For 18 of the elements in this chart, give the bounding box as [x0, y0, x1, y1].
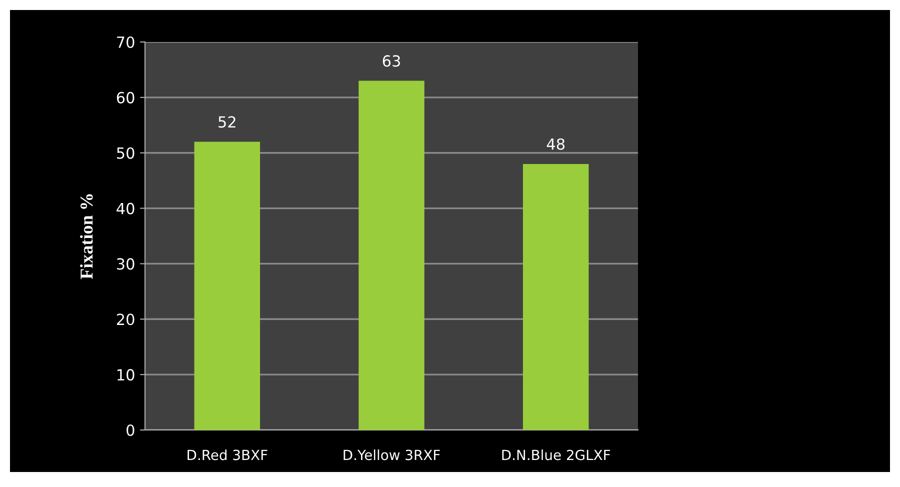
bar	[522, 164, 589, 430]
y-tick-label: 70	[117, 36, 134, 48]
y-axis-title: Fixation %	[80, 194, 93, 280]
y-tick-label: 30	[117, 258, 134, 270]
x-tick-label: D.N.Blue 2GLXF	[502, 449, 610, 460]
x-tick-label: D.Red 3BXF	[188, 449, 268, 460]
bar	[194, 142, 260, 430]
y-tick-label: 40	[116, 202, 134, 214]
y-tick-label: 0	[126, 424, 134, 436]
y-tick-label: 10	[118, 369, 134, 381]
y-tick-label: 60	[116, 92, 134, 104]
bar	[358, 80, 424, 430]
data-label: 48	[546, 138, 565, 150]
data-label: 52	[218, 116, 236, 128]
data-label: 63	[382, 55, 400, 67]
y-tick-label: 50	[117, 147, 134, 159]
y-tick-label: 20	[116, 314, 134, 326]
x-tick-label: D.Yellow 3RXF	[344, 449, 440, 460]
